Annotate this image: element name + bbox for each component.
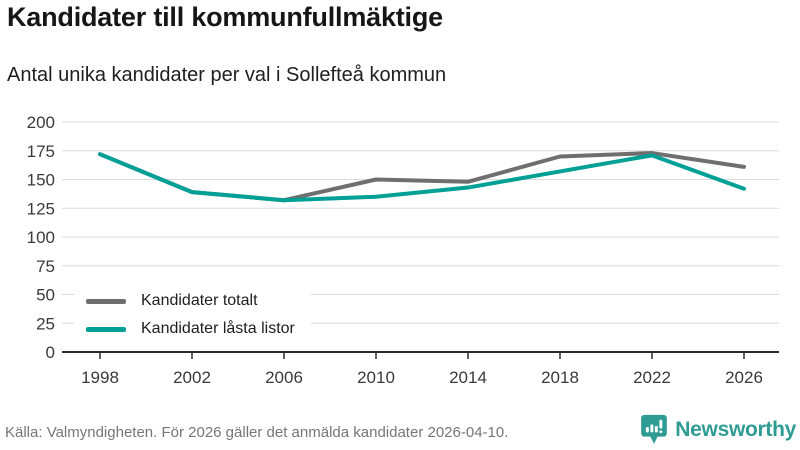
newsworthy-icon <box>641 414 668 444</box>
y-tick-label: 175 <box>27 142 55 161</box>
x-tick-label: 2018 <box>541 368 579 387</box>
legend-swatch-lasta-listor <box>86 326 126 332</box>
legend-label-totalt: Kandidater totalt <box>141 292 258 309</box>
series-line-1 <box>98 152 746 203</box>
footer: Källa: Valmyndigheten. För 2026 gäller d… <box>0 406 800 450</box>
y-tick-label: 100 <box>27 228 55 247</box>
newsworthy-logo: Newsworthy <box>640 414 796 445</box>
brand-name: Newsworthy <box>675 417 796 441</box>
x-tick-label: 2014 <box>449 368 487 387</box>
x-tick-label: 2026 <box>725 368 763 387</box>
y-tick-label: 25 <box>36 314 55 333</box>
x-tick-label: 1998 <box>81 368 119 387</box>
x-tick-label: 2022 <box>633 368 671 387</box>
source-note: Källa: Valmyndigheten. För 2026 gäller d… <box>5 424 509 441</box>
legend-item-kandidater-lasta-listor: Kandidater låsta listor <box>86 319 295 339</box>
chart-subtitle: Antal unika kandidater per val i Solleft… <box>7 64 447 86</box>
legend-swatch-totalt <box>86 298 126 304</box>
y-tick-label: 200 <box>27 113 55 132</box>
legend-item-kandidater-totalt: Kandidater totalt <box>86 291 295 311</box>
x-tick-label: 2006 <box>265 368 303 387</box>
y-tick-label: 50 <box>36 286 55 305</box>
x-tick-label: 2010 <box>357 368 395 387</box>
y-tick-label: 0 <box>46 343 55 362</box>
y-tick-label: 75 <box>36 257 55 276</box>
legend-label-lasta-listor: Kandidater låsta listor <box>141 320 295 337</box>
chart-title: Kandidater till kommunfullmäktige <box>7 2 443 32</box>
x-tick-label: 2002 <box>173 368 211 387</box>
legend: Kandidater totalt Kandidater låsta listo… <box>74 284 311 346</box>
y-tick-label: 125 <box>27 199 55 218</box>
y-tick-label: 150 <box>27 171 55 190</box>
